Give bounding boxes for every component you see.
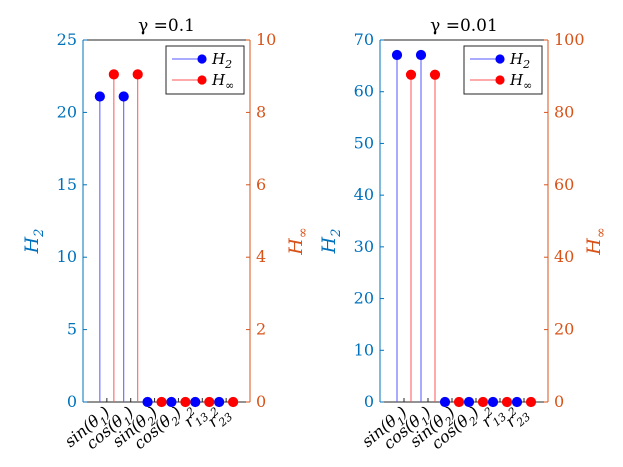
right-y-axis-label: H∞	[285, 227, 311, 255]
stem-marker-h2	[118, 91, 129, 102]
legend-entry: H2	[211, 50, 232, 71]
stem-marker-hinf	[405, 69, 417, 80]
stem-marker-h2	[142, 396, 153, 408]
stem-marker-h2	[415, 49, 427, 61]
legend-box	[165, 45, 245, 95]
stem-marker-hinf	[204, 396, 215, 408]
stem-marker-h2	[190, 396, 201, 408]
left-y-axis-label: H2	[21, 229, 47, 255]
right-y-tick-label: 2	[256, 320, 266, 339]
stem-marker-hinf	[132, 69, 143, 80]
left-y-tick-label: 25	[57, 30, 77, 49]
stem-marker-hinf	[156, 396, 167, 408]
stem-marker-h2	[391, 49, 403, 61]
right-y-tick-label: 60	[554, 175, 574, 194]
stem-marker-hinf	[501, 396, 513, 408]
stem-marker-h2	[511, 396, 523, 408]
chart-title: γ =0.1	[138, 16, 195, 36]
stem-marker-h2	[487, 396, 499, 408]
legend-entry: H∞	[509, 71, 532, 92]
left-y-tick-label: 40	[354, 185, 374, 204]
right-y-tick-label: 0	[256, 392, 266, 411]
left-y-axis-label: H2	[318, 229, 344, 255]
right-y-tick-label: 80	[554, 102, 574, 121]
legend-marker	[197, 75, 207, 85]
right-y-tick-label: 100	[554, 30, 585, 49]
left-y-tick-label: 0	[364, 392, 374, 411]
legend-marker	[197, 54, 207, 64]
right-y-tick-label: 6	[256, 175, 266, 194]
stem-marker-hinf	[525, 396, 537, 408]
chart-title: γ =0.01	[430, 16, 498, 36]
stem-marker-hinf	[228, 396, 239, 408]
right-y-axis-label: H∞	[583, 227, 609, 255]
right-y-tick-label: 4	[256, 247, 266, 266]
legend-entry: H∞	[211, 71, 234, 92]
right-y-tick-label: 0	[554, 392, 564, 411]
left-y-tick-label: 20	[354, 289, 374, 308]
legend: H2H∞	[165, 45, 245, 95]
legend: H2H∞	[463, 45, 543, 95]
stem-marker-h2	[439, 396, 451, 408]
stem-marker-hinf	[477, 396, 489, 408]
right-y-tick-label: 10	[256, 30, 276, 49]
right-y-tick-label: 40	[554, 247, 574, 266]
right-y-tick-label: 8	[256, 102, 266, 121]
stem-marker-hinf	[108, 69, 119, 80]
left-y-tick-label: 0	[67, 392, 77, 411]
right-y-tick-label: 20	[554, 320, 574, 339]
legend-marker	[495, 54, 505, 64]
left-y-tick-label: 20	[57, 102, 77, 121]
stem-marker-hinf	[180, 396, 191, 408]
left-y-tick-label: 60	[354, 82, 374, 101]
left-y-tick-label: 15	[57, 175, 77, 194]
legend-entry: H2	[509, 50, 530, 71]
left-y-tick-label: 70	[354, 30, 374, 49]
left-y-tick-label: 10	[57, 247, 77, 266]
legend-marker	[495, 75, 505, 85]
stem-marker-h2	[166, 396, 177, 408]
stem-marker-hinf	[453, 396, 465, 408]
left-y-tick-label: 50	[354, 133, 374, 152]
stem-marker-hinf	[429, 69, 441, 80]
left-y-tick-label: 5	[67, 320, 77, 339]
stem-marker-h2	[463, 396, 475, 408]
stem-marker-h2	[214, 396, 225, 408]
stem-marker-h2	[94, 91, 105, 102]
left-y-tick-label: 10	[354, 340, 374, 359]
legend-box	[463, 45, 543, 95]
left-y-tick-label: 30	[354, 237, 374, 256]
